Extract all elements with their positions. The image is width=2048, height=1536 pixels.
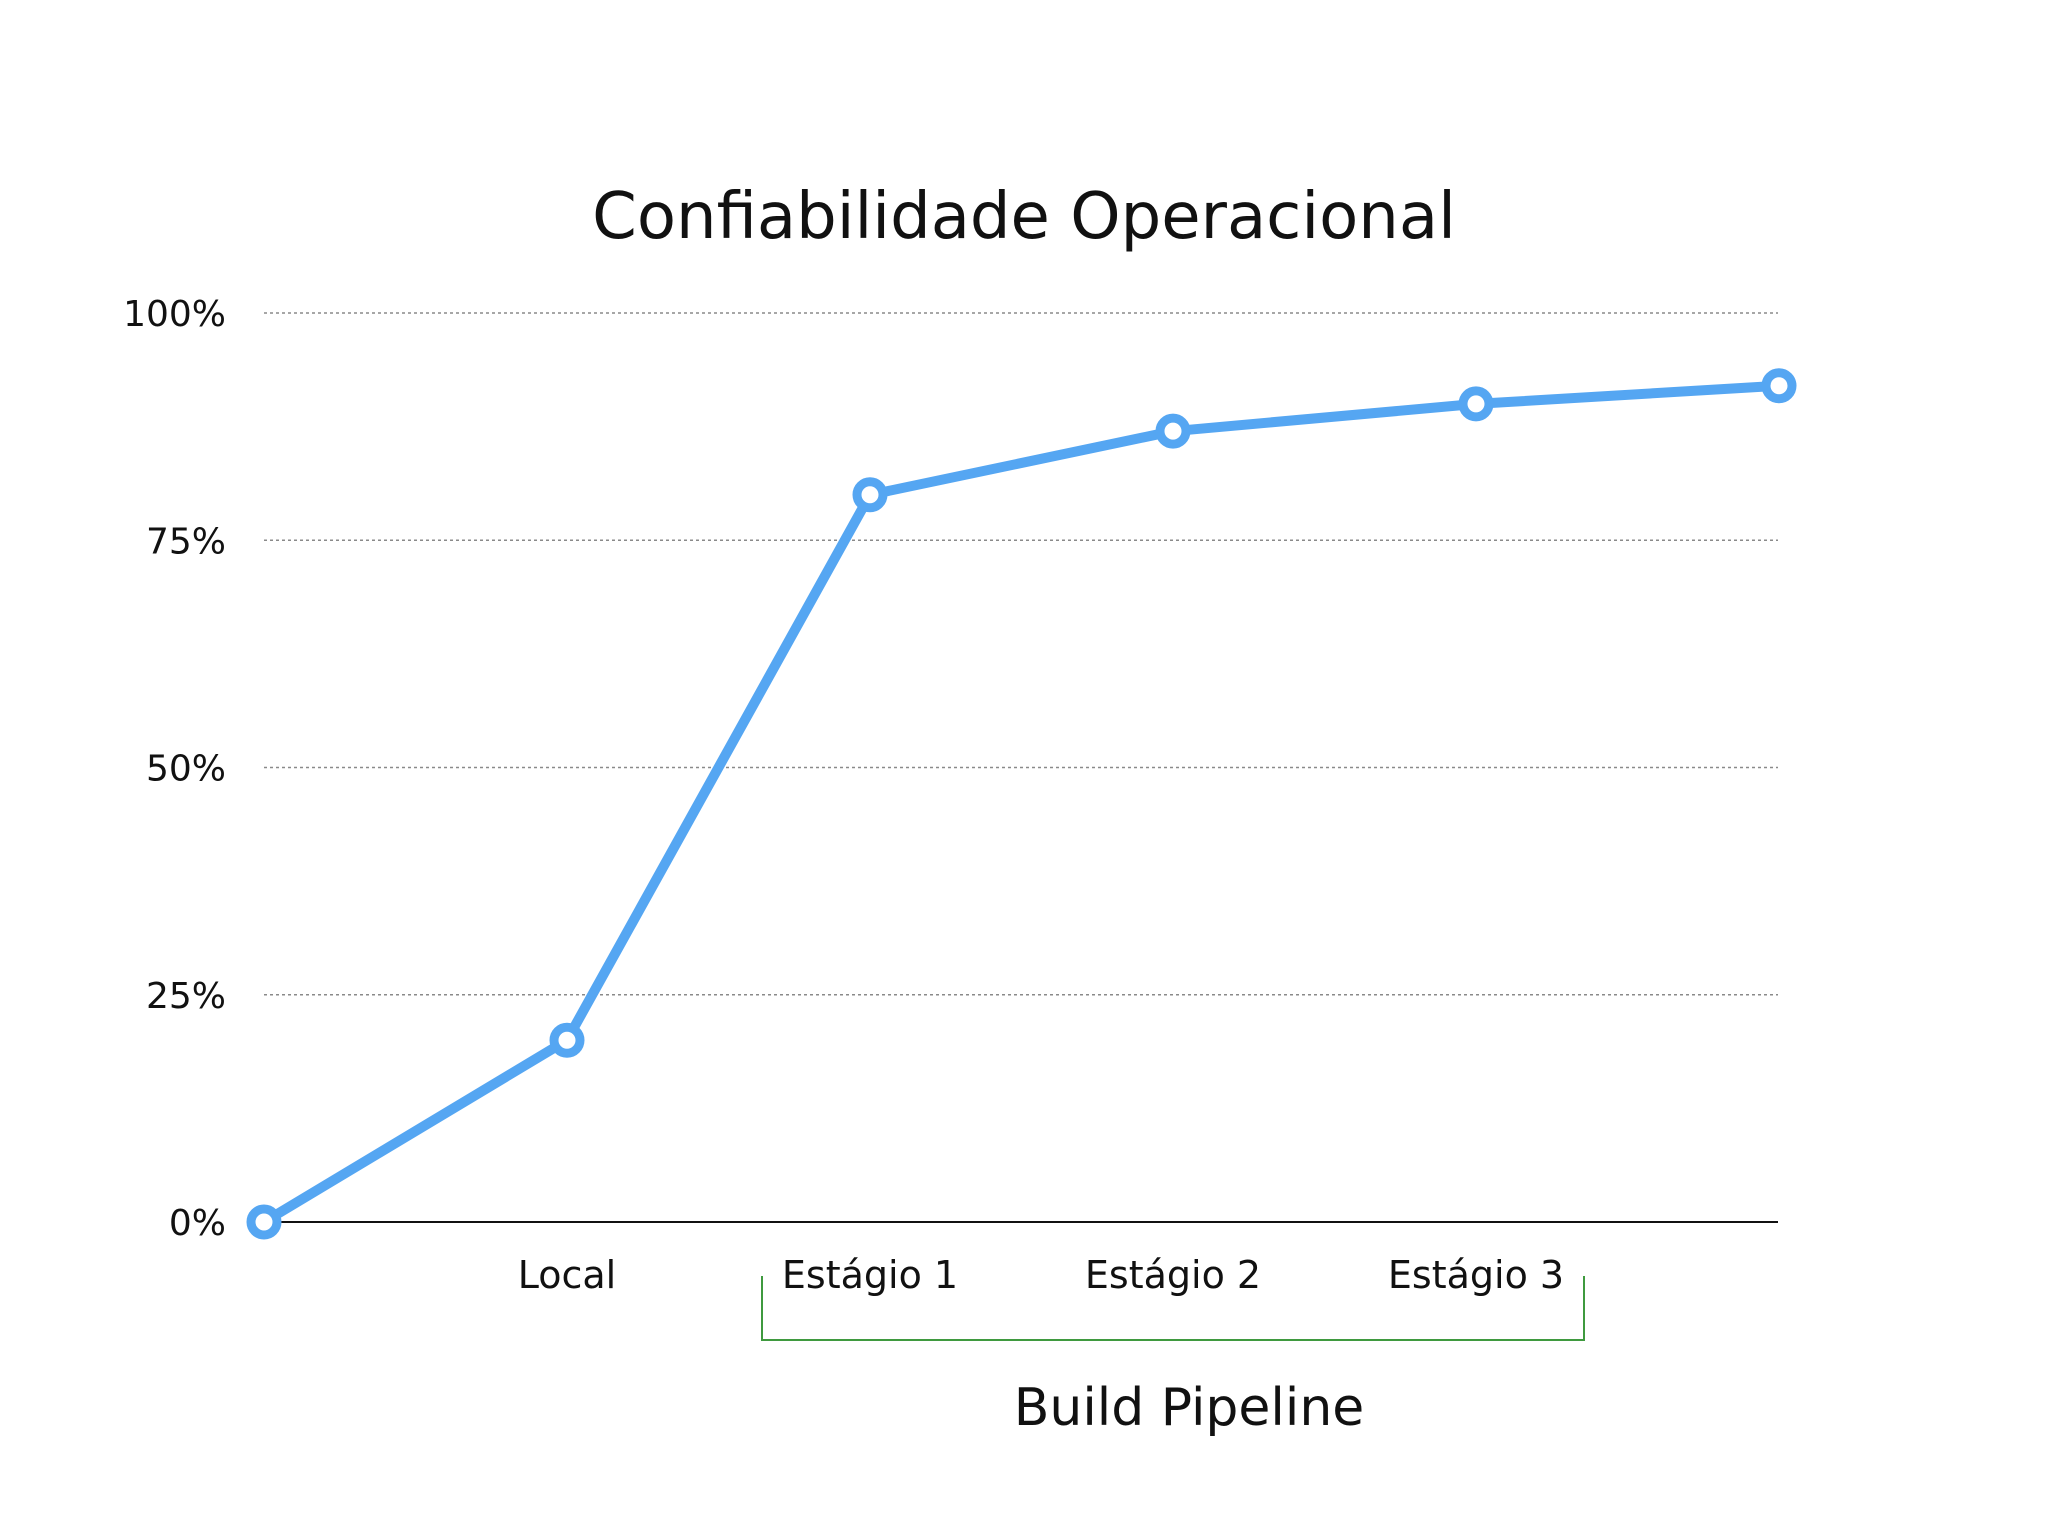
data-point [1761, 368, 1797, 404]
x-tick-label: Local [518, 1253, 617, 1297]
y-tick-label: 100% [123, 294, 226, 335]
y-tick-label: 0% [169, 1203, 226, 1244]
x-tick-label: Estágio 1 [782, 1253, 958, 1297]
data-point [852, 477, 888, 513]
data-point [246, 1204, 282, 1240]
data-point [1458, 386, 1494, 422]
x-tick-label: Estágio 2 [1085, 1253, 1261, 1297]
y-tick-label: 50% [146, 749, 226, 790]
x-axis-ticks: Local Estágio 1 Estágio 2 Estágio 3 [518, 1253, 1564, 1297]
series-layer [246, 368, 1797, 1240]
series-line [259, 380, 1784, 1227]
x-tick-label: Estágio 3 [1388, 1253, 1564, 1297]
build-pipeline-bracket [761, 1276, 1585, 1341]
data-point [549, 1022, 585, 1058]
annotation-layer: Build Pipeline [761, 1276, 1585, 1438]
grid-layer [264, 312, 1778, 996]
bracket-label: Build Pipeline [1014, 1378, 1365, 1438]
y-axis-ticks: 0% 25% 50% 75% 100% [123, 294, 226, 1244]
y-tick-label: 75% [146, 521, 226, 562]
data-point [1155, 413, 1191, 449]
chart-title: Confiabilidade Operacional [592, 180, 1456, 254]
y-tick-label: 25% [146, 976, 226, 1017]
